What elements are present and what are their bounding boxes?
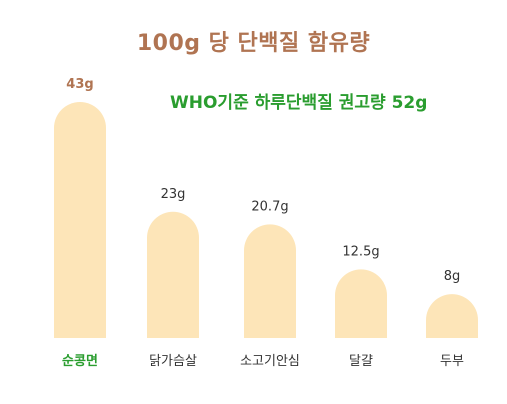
bar-1 <box>147 211 199 338</box>
bar-3 <box>335 269 387 338</box>
category-labels-group: 순콩면 닭가슴살 소고기안심 달걀 두부 <box>62 353 464 369</box>
bar-4 <box>426 294 478 338</box>
value-label-0: 43g <box>66 77 93 92</box>
bars-group <box>54 102 478 338</box>
bar-2 <box>244 224 296 338</box>
bar-0 <box>54 102 106 338</box>
category-label-3: 달걀 <box>349 354 373 369</box>
category-label-4: 두부 <box>440 354 464 369</box>
value-label-2: 20.7g <box>251 199 288 214</box>
who-recommendation-note: WHO기준 하루단백질 권고량 52g <box>170 93 428 113</box>
value-label-4: 8g <box>444 269 461 284</box>
value-label-3: 12.5g <box>342 244 379 259</box>
chart-title: 100g 당 단백질 함유량 <box>136 31 371 56</box>
value-labels-group: 43g 23g 20.7g 12.5g 8g <box>66 77 460 284</box>
category-label-0: 순콩면 <box>62 353 98 369</box>
category-label-1: 닭가슴살 <box>149 354 197 369</box>
value-label-1: 23g <box>161 187 186 202</box>
category-label-2: 소고기안심 <box>240 354 300 369</box>
